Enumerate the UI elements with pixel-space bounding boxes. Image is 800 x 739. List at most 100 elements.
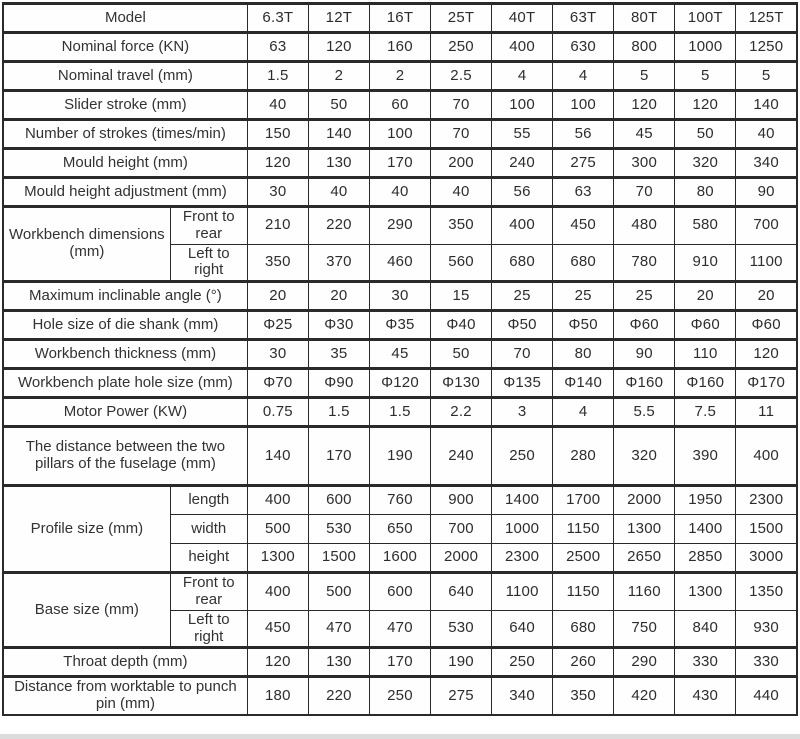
value-cell: 40 [246,89,309,120]
value-cell: 370 [307,243,370,283]
table-row: height 1300 1500 1600 2000 2300 2500 2650 2850 30… [3,543,798,574]
value-cell: 45 [613,118,676,149]
table-row: Base size (mm) Front to rear 400 500 600 640 1… [2,571,798,649]
value-cell: 55 [491,118,554,149]
value-cell: 25 [491,280,554,312]
value-cell: 680 [552,243,615,283]
value-cell: 1100 [735,243,798,283]
value-cell: 330 [674,646,737,678]
value-cell: 20 [246,280,309,312]
value-cell: 1350 [735,571,798,611]
row-label: Workbench thickness (mm) [2,338,248,370]
value-cell: 340 [491,675,554,716]
row-sublabel: Front to rear [169,205,248,245]
value-cell: 290 [368,205,432,245]
value-cell: 50 [429,338,493,370]
value-cell: 140 [735,89,798,120]
value-cell: 800 [613,31,676,62]
value-cell: Φ25 [246,309,309,341]
value-cell: 1.5 [307,396,370,428]
value-cell: 70 [491,338,554,370]
value-cell: 650 [368,514,432,545]
value-cell: 220 [307,675,370,716]
value-cell: Φ90 [307,367,370,399]
value-cell: 400 [735,425,798,487]
value-cell: 420 [613,675,676,716]
table-row: Number of strokes (times/min) 150 140 100 70… [2,118,798,149]
value-cell: 330 [735,646,798,678]
value-cell: 1500 [307,543,370,574]
value-cell: 1.5 [368,396,432,428]
row-group-label: Workbench dimensions (mm) [2,204,171,283]
value-cell: 20 [674,280,737,312]
value-cell: 63 [552,176,615,207]
value-cell: 1250 [735,31,798,62]
value-cell: 910 [674,243,737,283]
table-row: The distance between the two pillars of … [2,425,798,487]
value-cell: 120 [307,31,370,62]
value-cell: 250 [429,31,493,62]
row-label: Throat depth (mm) [2,646,248,678]
value-cell: 5 [613,60,676,91]
value-cell: 180 [246,675,309,716]
value-cell: 480 [613,205,676,245]
value-cell: Φ70 [246,367,309,399]
table-row: Mould height adjustment (mm) 30 40 40 40 56 63… [2,176,798,207]
value-cell: 5 [735,60,798,91]
value-cell: 580 [674,205,737,245]
value-cell: 200 [429,147,493,178]
value-cell: 600 [368,571,432,611]
value-cell: 250 [368,675,432,716]
value-cell: 150 [246,118,309,149]
value-cell: 275 [429,675,493,716]
table-row: Distance from worktable to punch pin (mm… [2,675,798,716]
value-cell: Φ35 [368,309,432,341]
table-row: Workbench plate hole size (mm) Φ70 Φ90 Φ120… [2,367,798,399]
value-cell: 15 [429,280,493,312]
value-cell: 120 [246,147,309,178]
value-cell: 680 [552,609,615,649]
value-cell: 300 [613,147,676,178]
value-cell: 640 [491,609,554,649]
value-cell: 2 [307,60,370,91]
column-header: 100T [674,2,737,33]
column-header: 16T [368,2,432,33]
column-header: 25T [429,2,493,33]
value-cell: 1150 [552,571,615,611]
value-cell: Φ140 [552,367,615,399]
column-header: 6.3T [246,2,309,33]
value-cell: 2850 [674,543,737,574]
value-cell: 4 [552,60,615,91]
value-cell: 35 [307,338,370,370]
value-cell: 0.75 [246,396,309,428]
value-cell: 450 [552,205,615,245]
value-cell: 4 [491,60,554,91]
row-label: Nominal travel (mm) [2,60,248,91]
table-row: Profile size (mm) length 400 600 760 900 1400 1… [2,484,798,574]
table-row: Throat depth (mm) 120 130 170 190 250 260 290 33… [2,646,798,678]
table-row: Hole size of die shank (mm) Φ25 Φ30 Φ35 Φ40 Φ… [2,309,798,341]
value-cell: 600 [307,484,370,516]
column-header: 80T [613,2,676,33]
value-cell: Φ40 [429,309,493,341]
table-row: Model 6.3T 12T 16T 25T 40T 63T 80T 100T 125T [2,2,798,33]
row-sublabel: width [169,514,248,545]
value-cell: 56 [491,176,554,207]
column-header: 40T [491,2,554,33]
column-header: 12T [307,2,370,33]
table-row: Mould height (mm) 120 130 170 200 240 275 300 32… [2,147,798,178]
value-cell: 390 [674,425,737,487]
value-cell: 50 [307,89,370,120]
row-label: Mould height (mm) [2,147,248,178]
value-cell: 430 [674,675,737,716]
value-cell: 530 [307,514,370,545]
value-cell: 100 [491,89,554,120]
value-cell: 560 [429,243,493,283]
value-cell: 20 [307,280,370,312]
table-row: Nominal travel (mm) 1.5 2 2 2.5 4 4 5 5 5 [2,60,798,91]
value-cell: 1950 [674,484,737,516]
value-cell: 930 [735,609,798,649]
value-cell: 2500 [552,543,615,574]
value-cell: 120 [613,89,676,120]
